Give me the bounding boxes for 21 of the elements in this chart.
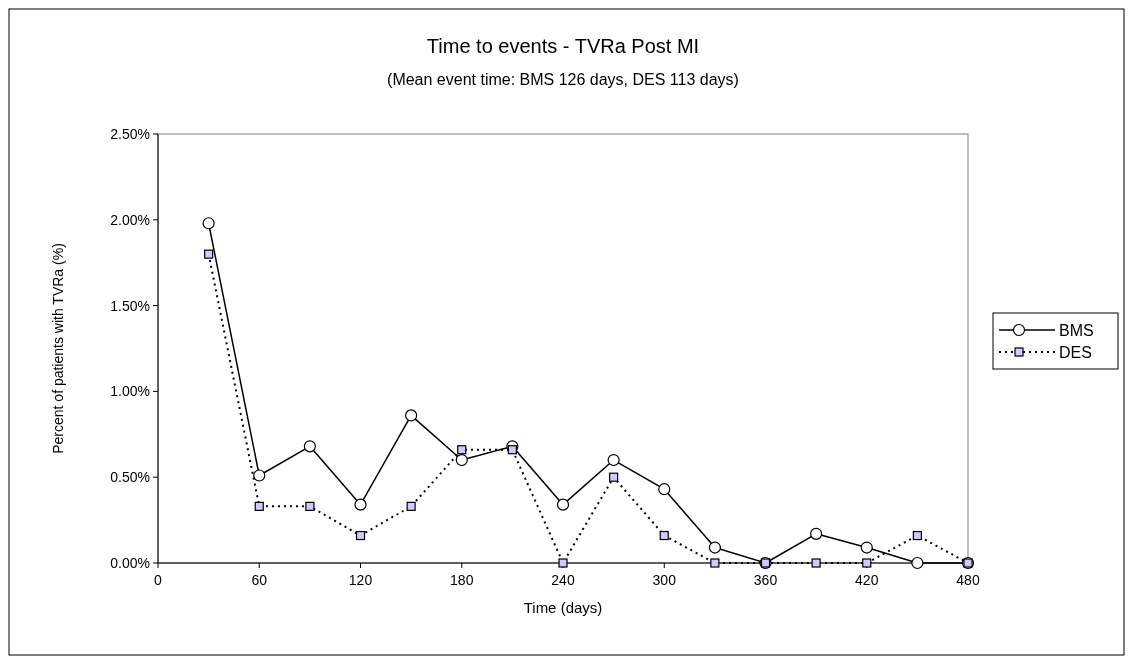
x-axis-title: Time (days): [523, 599, 603, 616]
chart-title: Time to events - TVRa Post MI: [426, 35, 700, 57]
x-tick-label: 60: [251, 572, 268, 588]
x-tick-label: 0: [154, 572, 163, 588]
legend-label: DES: [1059, 344, 1092, 361]
y-tick-label: 1.00%: [110, 383, 150, 400]
x-tick-label: 420: [855, 572, 879, 588]
y-tick-label: 2.00%: [110, 211, 150, 228]
x-tick-label: 360: [753, 572, 778, 588]
x-tick-label: 480: [956, 572, 980, 588]
x-tick-label: 240: [551, 572, 575, 588]
y-tick-label: 1.50%: [110, 297, 150, 314]
y-axis-title: Percent of patients with TVRa (%): [50, 243, 66, 454]
chart-subtitle: (Mean event time: BMS 126 days, DES 113 days): [387, 71, 739, 88]
y-tick-label: 0.50%: [110, 469, 150, 486]
y-tick-label: 0.00%: [110, 555, 150, 571]
legend-label: BMS: [1059, 322, 1094, 339]
x-tick-label: 180: [450, 572, 474, 588]
x-tick-label: 300: [652, 572, 677, 588]
x-tick-label: 120: [348, 572, 373, 588]
y-tick-label: 2.50%: [110, 126, 150, 142]
